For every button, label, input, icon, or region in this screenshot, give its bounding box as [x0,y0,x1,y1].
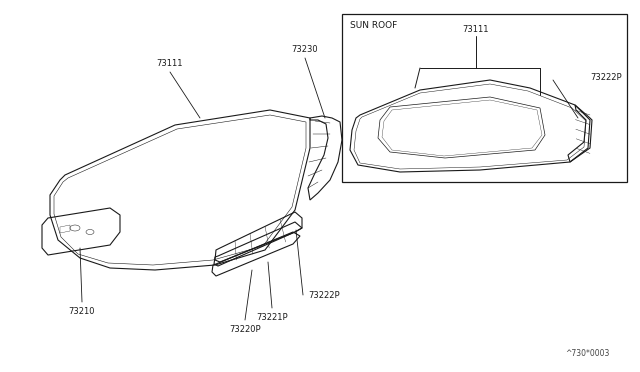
Text: 73111: 73111 [463,25,489,34]
Text: 73230: 73230 [292,45,318,54]
Text: 73222P: 73222P [308,291,340,299]
Text: 73111: 73111 [157,59,183,68]
Text: ^730*0003: ^730*0003 [566,349,610,358]
Text: SUN ROOF: SUN ROOF [350,22,397,31]
Text: 73220P: 73220P [229,325,261,334]
Text: 73222P: 73222P [590,74,621,83]
Text: 73210: 73210 [68,307,95,316]
Text: 73221P: 73221P [256,313,288,322]
